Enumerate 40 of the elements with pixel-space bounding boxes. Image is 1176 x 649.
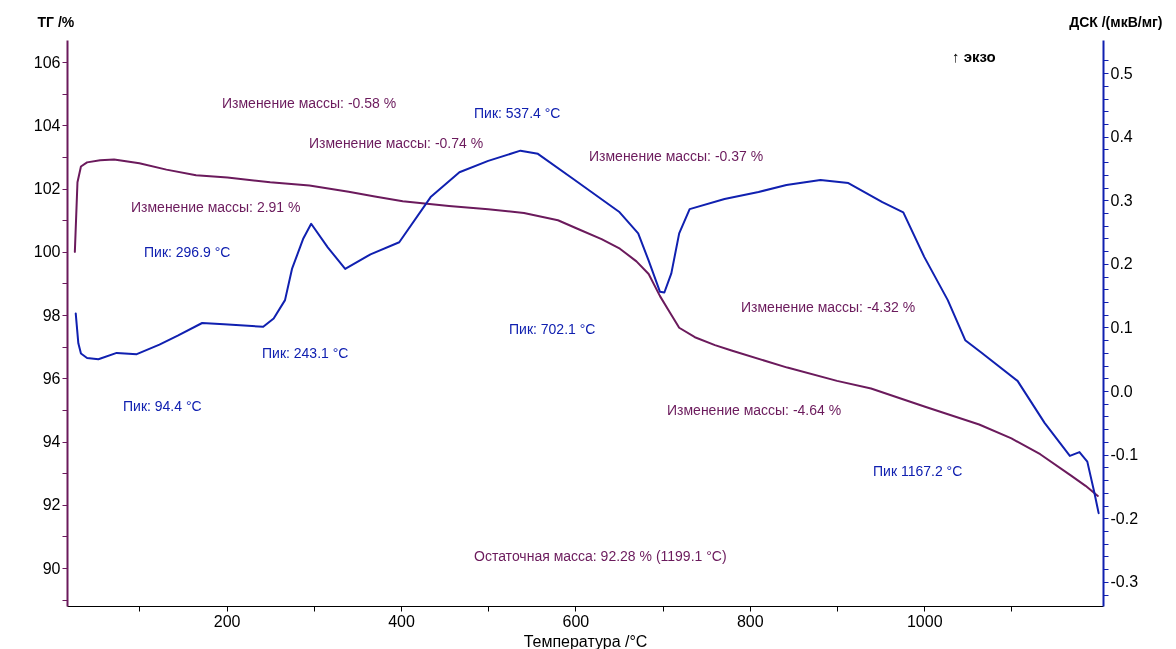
annotation: Изменение массы: -4.32 % [741,299,916,315]
x-axis-title: Температура /°C [523,632,648,649]
x-tick-label: 800 [736,612,764,630]
annotation: Пик: 702.1 °C [509,321,596,337]
y2-tick-label: 0.0 [1110,382,1133,400]
y-tick-label: 98 [42,306,61,324]
annotation: Пик: 243.1 °C [262,345,349,361]
y2-tick-label: 0.4 [1110,128,1133,146]
annotation: Изменение массы: -0.37 % [589,148,764,164]
annotation: Пик: 296.9 °C [144,244,231,260]
y2-tick-label: 0.1 [1110,318,1133,336]
annotation: Изменение массы: -0.74 % [309,135,484,151]
x-tick-label: 1000 [906,612,943,630]
x-tick-label: 200 [213,612,241,630]
annotation: Остаточная масса: 92.28 % (1199.1 °C) [474,548,727,564]
annotation: Пик 1167.2 °C [873,463,963,479]
y2-tick-label: 0.3 [1110,191,1133,209]
y-tick-label: 96 [42,369,61,387]
x-tick-label: 600 [562,612,590,630]
y2-tick-label: -0.3 [1110,573,1139,591]
annotation: Пик: 537.4 °C [474,105,561,121]
y-tick-label: 104 [33,116,61,134]
y-tick-label: 90 [42,559,61,577]
y2-tick-label: 0.5 [1110,64,1133,82]
y2-tick-label: -0.1 [1110,446,1139,464]
y-tick-label: 102 [33,180,61,198]
y-tick-label: 100 [33,243,61,261]
y2-tick-label: -0.2 [1110,509,1139,527]
y2-axis-title: ДСК /(мкВ/мг) [1069,13,1163,30]
y-tick-label: 106 [33,53,61,71]
y-tick-label: 94 [42,433,61,451]
annotation: Изменение массы: -0.58 % [222,95,397,111]
x-tick-label: 400 [388,612,415,630]
annotation: Пик: 94.4 °C [123,398,202,414]
annotation: ↑ экзо [952,48,996,65]
y-tick-label: 92 [42,496,61,514]
y-axis-title: ТГ /% [37,13,75,30]
y2-tick-label: 0.2 [1110,255,1133,273]
annotation: Изменение массы: -4.64 % [667,402,842,418]
annotation: Изменение массы: 2.91 % [131,199,301,215]
